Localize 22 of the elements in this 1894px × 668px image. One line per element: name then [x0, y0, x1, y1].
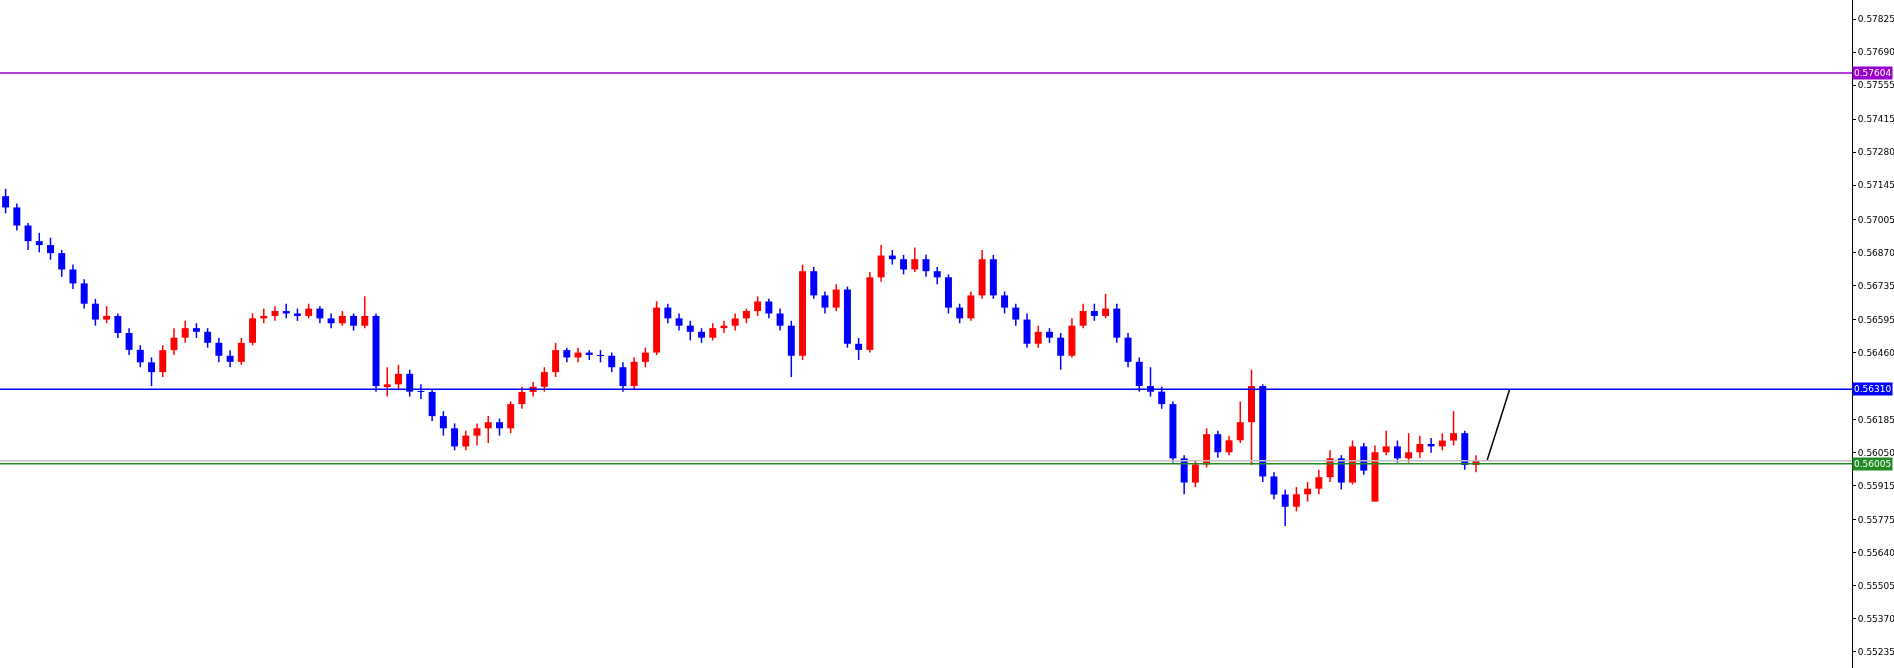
- y-tick-label: 0.55775: [1857, 515, 1894, 526]
- y-tick-label: 0.56595: [1857, 314, 1894, 325]
- y-tick-label: 0.57555: [1857, 80, 1894, 91]
- y-tick-label: 0.57825: [1857, 14, 1894, 25]
- y-tick-label: 0.56185: [1857, 414, 1894, 425]
- ref-line-label: 0.56005: [1854, 459, 1892, 469]
- y-tick-label: 0.56870: [1857, 247, 1894, 258]
- y-tick-label: 0.55915: [1857, 480, 1894, 491]
- y-tick-label: 0.57690: [1857, 47, 1894, 58]
- y-tick-label: 0.57145: [1857, 180, 1894, 191]
- y-tick-label: 0.55370: [1857, 614, 1894, 625]
- y-tick-label: 0.56735: [1857, 280, 1894, 291]
- y-tick-label: 0.57415: [1857, 114, 1894, 125]
- y-tick-label: 0.57005: [1857, 214, 1894, 225]
- ref-line-label: 0.56310: [1854, 384, 1892, 394]
- y-tick-label: 0.55505: [1857, 581, 1894, 592]
- ref-line-label: 0.57604: [1854, 68, 1892, 78]
- y-tick-label: 0.55640: [1857, 548, 1894, 559]
- y-tick-label: 0.55235: [1857, 647, 1894, 658]
- y-tick-label: 0.56460: [1857, 347, 1894, 358]
- y-tick-label: 0.57280: [1857, 147, 1894, 158]
- y-tick-label: 0.56050: [1857, 447, 1894, 458]
